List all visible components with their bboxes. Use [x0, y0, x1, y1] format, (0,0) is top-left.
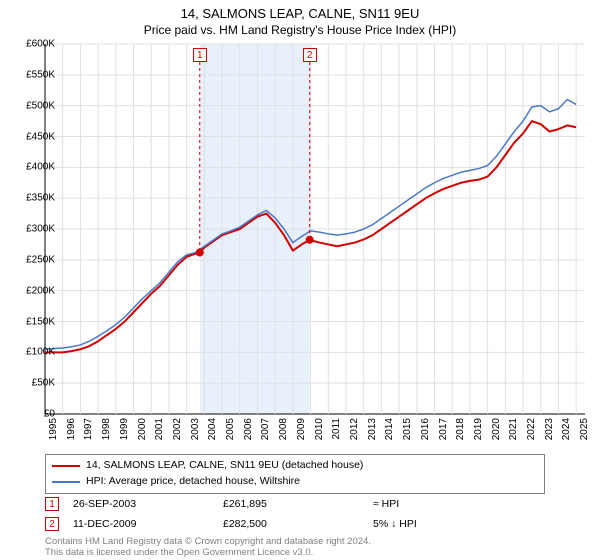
y-axis-tick-label: £450K — [26, 131, 55, 142]
x-axis-tick-label: 2008 — [278, 418, 289, 440]
footer-attribution: Contains HM Land Registry data © Crown c… — [45, 536, 371, 559]
event-index-box: 1 — [45, 497, 59, 511]
event-marker-dot — [306, 236, 314, 244]
x-axis-tick-label: 2002 — [172, 418, 183, 440]
event-hpi-delta: ≈ HPI — [373, 498, 523, 510]
legend-label-property: 14, SALMONS LEAP, CALNE, SN11 9EU (detac… — [86, 458, 363, 474]
x-axis-tick-label: 2011 — [331, 418, 342, 440]
event-price: £261,895 — [223, 498, 373, 510]
x-axis-tick-label: 1995 — [48, 418, 59, 440]
page-root: 14, SALMONS LEAP, CALNE, SN11 9EU Price … — [0, 0, 600, 560]
footer-line-1: Contains HM Land Registry data © Crown c… — [45, 536, 371, 547]
y-axis-tick-label: £250K — [26, 254, 55, 265]
x-axis-tick-label: 2006 — [243, 418, 254, 440]
x-axis-tick-label: 2000 — [137, 418, 148, 440]
title-line-2: Price paid vs. HM Land Registry's House … — [0, 23, 600, 43]
x-axis-tick-label: 1998 — [101, 418, 112, 440]
x-axis-tick-label: 2022 — [526, 418, 537, 440]
event-marker-index-box: 1 — [193, 48, 207, 62]
event-date: 11-DEC-2009 — [73, 518, 223, 530]
x-axis-tick-label: 2021 — [508, 418, 519, 440]
x-axis-tick-label: 2009 — [296, 418, 307, 440]
x-axis-tick-label: 2013 — [367, 418, 378, 440]
event-hpi-delta: 5% ↓ HPI — [373, 518, 523, 530]
legend-box: 14, SALMONS LEAP, CALNE, SN11 9EU (detac… — [45, 454, 545, 494]
event-row: 2 11-DEC-2009 £282,500 5% ↓ HPI — [45, 514, 523, 534]
x-axis-tick-label: 2024 — [561, 418, 572, 440]
y-axis-tick-label: £100K — [26, 347, 55, 358]
legend-label-hpi: HPI: Average price, detached house, Wilt… — [86, 474, 300, 490]
x-axis-tick-label: 2007 — [260, 418, 271, 440]
x-axis-tick-label: 2004 — [207, 418, 218, 440]
legend-row: HPI: Average price, detached house, Wilt… — [52, 474, 538, 490]
title-line-1: 14, SALMONS LEAP, CALNE, SN11 9EU — [0, 6, 600, 23]
x-axis-tick-label: 2003 — [190, 418, 201, 440]
y-axis-tick-label: £550K — [26, 69, 55, 80]
footer-line-2: This data is licensed under the Open Gov… — [45, 547, 371, 558]
x-axis-tick-label: 2019 — [473, 418, 484, 440]
event-row: 1 26-SEP-2003 £261,895 ≈ HPI — [45, 494, 523, 514]
chart-plot-area — [45, 44, 585, 414]
x-axis-tick-label: 2023 — [544, 418, 555, 440]
x-axis-tick-label: 2010 — [314, 418, 325, 440]
event-date: 26-SEP-2003 — [73, 498, 223, 510]
event-marker-dot — [196, 248, 204, 256]
y-axis-tick-label: £400K — [26, 162, 55, 173]
legend-swatch-property — [52, 465, 80, 467]
events-table: 1 26-SEP-2003 £261,895 ≈ HPI 2 11-DEC-20… — [45, 494, 523, 534]
x-axis-tick-label: 2012 — [349, 418, 360, 440]
event-marker-index-box: 2 — [303, 48, 317, 62]
y-axis-tick-label: £600K — [26, 39, 55, 50]
x-axis-tick-label: 1997 — [83, 418, 94, 440]
x-axis-tick-label: 2014 — [384, 418, 395, 440]
y-axis-tick-label: £50K — [32, 378, 55, 389]
y-axis-tick-label: £300K — [26, 224, 55, 235]
event-price: £282,500 — [223, 518, 373, 530]
x-axis-tick-label: 2015 — [402, 418, 413, 440]
x-axis-tick-label: 2005 — [225, 418, 236, 440]
x-axis-tick-label: 1996 — [66, 418, 77, 440]
x-axis-tick-label: 2020 — [491, 418, 502, 440]
y-axis-tick-label: £200K — [26, 285, 55, 296]
x-axis-tick-label: 2001 — [154, 418, 165, 440]
x-axis-tick-label: 1999 — [119, 418, 130, 440]
event-index-box: 2 — [45, 517, 59, 531]
x-axis-tick-label: 2017 — [438, 418, 449, 440]
x-axis-tick-label: 2016 — [420, 418, 431, 440]
legend-row: 14, SALMONS LEAP, CALNE, SN11 9EU (detac… — [52, 458, 538, 474]
chart-svg-layer — [45, 44, 585, 414]
chart-title: 14, SALMONS LEAP, CALNE, SN11 9EU Price … — [0, 0, 600, 42]
x-axis-tick-label: 2025 — [579, 418, 590, 440]
x-axis-tick-label: 2018 — [455, 418, 466, 440]
y-axis-tick-label: £150K — [26, 316, 55, 327]
legend-swatch-hpi — [52, 481, 80, 483]
y-axis-tick-label: £350K — [26, 193, 55, 204]
y-axis-tick-label: £500K — [26, 100, 55, 111]
